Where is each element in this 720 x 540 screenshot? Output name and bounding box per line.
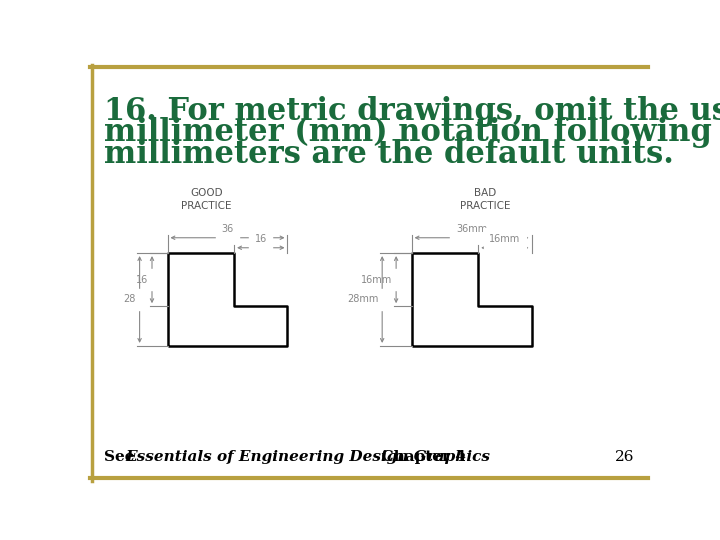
Text: Essentials of Engineering Design Graphics: Essentials of Engineering Design Graphic…: [126, 450, 490, 464]
Text: 28: 28: [123, 294, 136, 305]
Text: 16: 16: [136, 275, 148, 285]
Text: 28mm: 28mm: [347, 294, 378, 305]
Text: 16mm: 16mm: [361, 275, 392, 285]
Text: See: See: [104, 450, 140, 464]
Text: BAD
PRACTICE: BAD PRACTICE: [460, 187, 510, 211]
Text: 16: 16: [255, 234, 267, 244]
Text: 36mm: 36mm: [456, 224, 487, 234]
Text: Chapter 4: Chapter 4: [371, 450, 465, 464]
Text: 36: 36: [221, 224, 233, 234]
Text: 26: 26: [615, 450, 634, 464]
Text: 16. For metric drawings, omit the use of the: 16. For metric drawings, omit the use of…: [104, 96, 720, 126]
Text: millimeters are the default units.: millimeters are the default units.: [104, 139, 674, 170]
Text: 16mm: 16mm: [490, 234, 521, 244]
Text: millimeter (mm) notation following the numeral, as: millimeter (mm) notation following the n…: [104, 117, 720, 148]
Text: GOOD
PRACTICE: GOOD PRACTICE: [181, 187, 232, 211]
